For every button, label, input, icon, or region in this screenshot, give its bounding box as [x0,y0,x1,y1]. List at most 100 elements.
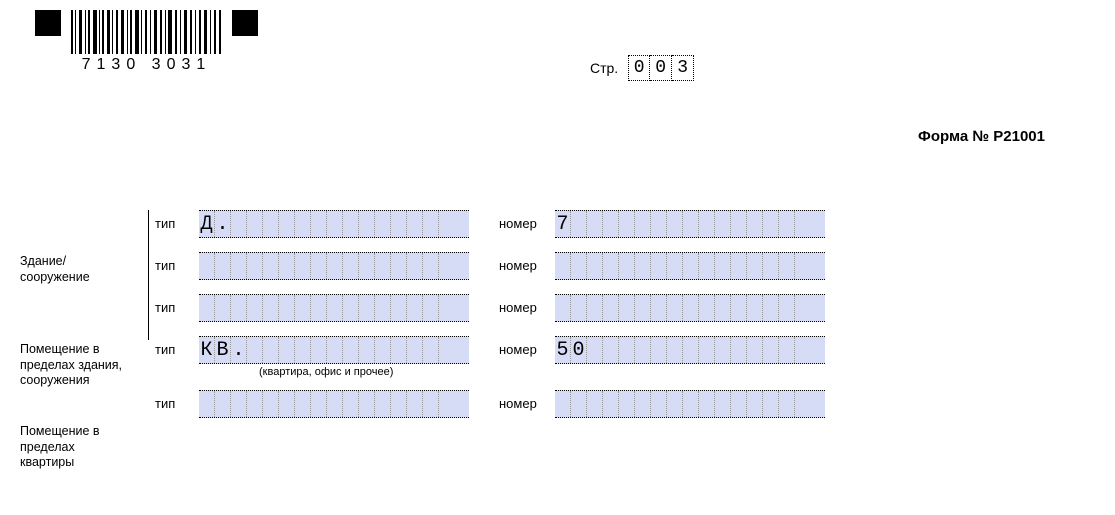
number-field-0-cell: 7 [555,211,571,237]
type-label: тип [155,294,193,315]
number-field-1[interactable] [555,252,825,280]
number-field-2-cell [603,295,619,321]
type-field-4[interactable] [199,390,469,418]
type-field-2-cell [327,295,343,321]
type-field-1-cell [247,253,263,279]
number-field-2-cell [763,295,779,321]
type-field-3-cell: В [215,337,231,363]
type-field-3-cell [359,337,375,363]
type-field-2-cell [247,295,263,321]
type-field-4-cell [231,391,247,417]
type-field-4-cell [391,391,407,417]
number-field-1-cell [587,253,603,279]
type-field-3-cell [423,337,439,363]
type-field-2-cell [231,295,247,321]
number-field-0-cell [683,211,699,237]
type-field-4-cell [439,391,455,417]
number-field-3-cell [619,337,635,363]
type-field-0-cell [359,211,375,237]
number-field-0-cell [779,211,795,237]
type-field-3-cell [263,337,279,363]
number-field-4-cell [635,391,651,417]
number-label: номер [499,210,549,231]
number-field-1-cell [651,253,667,279]
number-field-2-cell [779,295,795,321]
type-field-3-cell [279,337,295,363]
type-field-3-cell [247,337,263,363]
flat-caption: (квартира, офис и прочее) [259,366,393,378]
number-field-2-cell [635,295,651,321]
number-field-4-cell [555,391,571,417]
number-field-1-cell [555,253,571,279]
type-field-0-cell [375,211,391,237]
number-field-2-cell [555,295,571,321]
type-field-0-cell [423,211,439,237]
number-field-4-cell [763,391,779,417]
number-field-1-cell [795,253,811,279]
barcode: 7130 3031 [71,10,221,74]
label-premises-building: Помещение в пределах здания, сооружения [20,342,125,389]
type-field-1-cell [439,253,455,279]
type-field-4-cell [279,391,295,417]
number-field-3-cell [699,337,715,363]
number-field-3-cell [635,337,651,363]
number-label: номер [499,252,549,273]
number-field-3-cell [651,337,667,363]
type-field-4-cell [247,391,263,417]
number-field-2[interactable] [555,294,825,322]
type-field-2-cell [311,295,327,321]
number-field-2-cell [667,295,683,321]
type-field-1-cell [263,253,279,279]
type-field-0-cell [327,211,343,237]
page-number-block: Стр. 0 0 3 [590,55,694,81]
label-building: Здание/ сооружение [20,254,125,285]
type-field-0-cell [231,211,247,237]
type-field-4-cell [343,391,359,417]
type-field-1[interactable] [199,252,469,280]
type-field-2-cell [263,295,279,321]
number-field-0-cell [635,211,651,237]
type-field-0-cell: Д [199,211,215,237]
number-field-3[interactable]: 50 [555,336,825,364]
number-field-3-cell [763,337,779,363]
type-field-0-cell [439,211,455,237]
type-field-0-cell [391,211,407,237]
number-field-1-cell [571,253,587,279]
number-field-0[interactable]: 7 [555,210,825,238]
number-field-4[interactable] [555,390,825,418]
number-field-2-cell [699,295,715,321]
type-label: тип [155,390,193,411]
form-row: типномер [155,252,1075,280]
page-digit-1: 0 [628,55,650,81]
type-field-0[interactable]: Д. [199,210,469,238]
type-field-3-cell: К [199,337,215,363]
type-field-3-cell [439,337,455,363]
type-field-4-cell [359,391,375,417]
type-field-0-cell [279,211,295,237]
number-field-3-cell [779,337,795,363]
type-field-3-cell [375,337,391,363]
number-field-3-cell [795,337,811,363]
number-field-0-cell [651,211,667,237]
type-field-3-cell [391,337,407,363]
type-label: тип [155,336,193,357]
marker-square-right [232,10,258,36]
type-field-1-cell [279,253,295,279]
type-field-1-cell [423,253,439,279]
number-field-2-cell [651,295,667,321]
number-field-0-cell [699,211,715,237]
type-field-2-cell [215,295,231,321]
type-field-3[interactable]: КВ. [199,336,469,364]
number-field-2-cell [747,295,763,321]
number-field-1-cell [603,253,619,279]
number-field-0-cell [603,211,619,237]
type-field-2-cell [359,295,375,321]
type-field-1-cell [295,253,311,279]
label-premises-flat: Помещение в пределах квартиры [20,424,125,471]
page-digit-3: 3 [672,55,694,81]
type-field-2[interactable] [199,294,469,322]
vertical-divider [148,210,149,340]
type-field-1-cell [343,253,359,279]
number-field-4-cell [651,391,667,417]
type-field-3-cell [407,337,423,363]
